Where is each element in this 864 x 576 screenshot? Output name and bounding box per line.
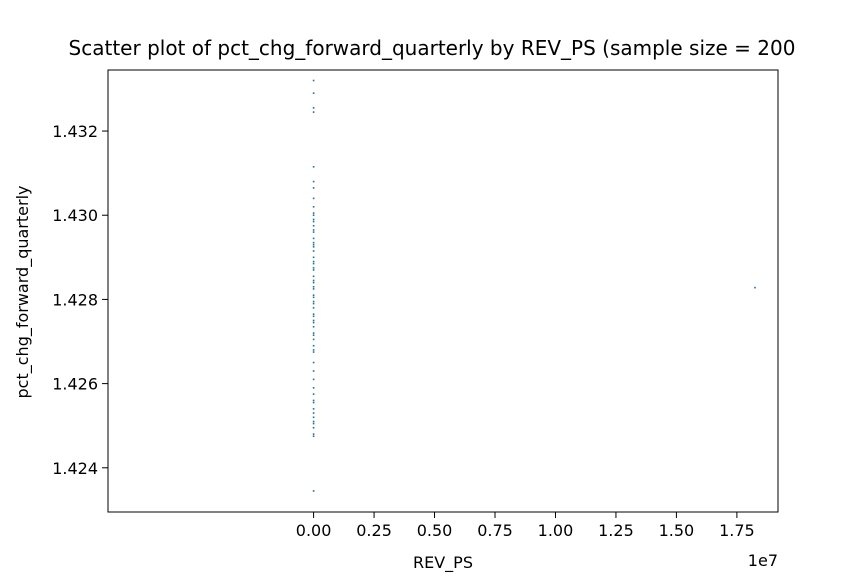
- scatter-point: [312, 180, 315, 183]
- x-axis-ticks: 0.00 0.25 0.50 0.75 1.00 1.25 1.50 1.75: [296, 512, 755, 540]
- scatter-point: [312, 294, 315, 297]
- chart-title: Scatter plot of pct_chg_forward_quarterl…: [69, 36, 796, 60]
- scatter-point: [312, 256, 315, 259]
- scatter-point: [312, 349, 315, 351]
- scatter-point: [312, 370, 315, 372]
- y-tick-label: 1.426: [52, 375, 98, 394]
- scatter-point: [312, 313, 315, 315]
- scatter-point: [312, 285, 315, 288]
- plot-frame: [107, 69, 779, 513]
- y-axis-title: pct_chg_forward_quarterly: [13, 186, 33, 399]
- scatter-point: [312, 269, 315, 271]
- scatter-point: [312, 246, 315, 248]
- scatter-point: [312, 302, 315, 305]
- scatter-point: [754, 286, 756, 289]
- scatter-point: [312, 334, 315, 336]
- scatter-point: [312, 378, 315, 381]
- x-axis-offset-label: 1e7: [748, 551, 778, 570]
- scatter-point: [312, 241, 315, 244]
- scatter-point: [312, 79, 315, 82]
- scatter-point: [312, 187, 315, 189]
- scatter-point: [312, 92, 315, 94]
- scatter-point: [312, 393, 315, 395]
- scatter-point: [312, 401, 315, 404]
- scatter-point: [312, 338, 315, 341]
- x-tick-label: 0.25: [356, 521, 392, 540]
- scatter-point: [312, 420, 315, 423]
- scatter-point: [312, 231, 315, 233]
- x-tick-label: 0.75: [477, 521, 513, 540]
- scatter-point: [312, 412, 315, 414]
- scatter-point: [312, 351, 315, 353]
- scatter-point: [312, 229, 315, 231]
- scatter-point: [312, 237, 315, 240]
- scatter-point: [312, 307, 315, 309]
- scatter-point: [312, 275, 315, 278]
- scatter-point: [312, 325, 315, 328]
- x-axis-title: REV_PS: [413, 553, 473, 573]
- x-tick-label: 0.00: [296, 521, 332, 540]
- x-tick-label: 1.25: [598, 521, 634, 540]
- points-layer: [312, 79, 756, 492]
- scatter-point: [312, 427, 315, 429]
- y-axis-ticks: 1.424 1.426 1.428 1.430 1.432: [52, 122, 108, 478]
- scatter-point: [312, 361, 315, 364]
- scatter-point: [312, 267, 315, 269]
- scatter-point: [312, 260, 315, 263]
- y-tick-label: 1.424: [52, 459, 98, 478]
- scatter-point: [312, 220, 315, 223]
- scatter-point: [312, 315, 315, 318]
- scatter-point: [312, 262, 315, 265]
- scatter-point: [312, 332, 315, 334]
- scatter-point: [312, 111, 315, 113]
- scatter-point: [312, 224, 315, 227]
- x-tick-label: 1.50: [659, 521, 695, 540]
- scatter-point: [312, 433, 315, 435]
- y-tick-label: 1.432: [52, 122, 98, 141]
- scatter-point: [312, 212, 315, 214]
- y-tick-label: 1.428: [52, 290, 98, 309]
- scatter-point: [312, 279, 315, 282]
- scatter-point: [312, 214, 315, 217]
- scatter-point: [312, 435, 315, 438]
- scatter-point: [312, 319, 315, 322]
- scatter-point: [312, 197, 315, 200]
- scatter-point: [312, 288, 315, 290]
- scatter-point: [312, 296, 315, 299]
- scatter-point: [312, 218, 315, 221]
- scatter-point: [312, 206, 315, 208]
- scatter-point: [312, 344, 315, 347]
- x-tick-label: 1.75: [719, 521, 755, 540]
- scatter-point: [312, 166, 315, 168]
- x-tick-label: 0.50: [417, 521, 453, 540]
- scatter-point: [312, 107, 315, 109]
- scatter-point: [312, 399, 315, 402]
- scatter-point: [312, 300, 315, 303]
- scatter-point: [312, 408, 315, 410]
- scatter-point: [312, 387, 315, 389]
- scatter-point: [312, 243, 315, 246]
- scatter-point: [312, 250, 315, 252]
- scatter-point: [312, 281, 315, 284]
- x-tick-label: 1.00: [538, 521, 574, 540]
- y-tick-label: 1.430: [52, 206, 98, 225]
- scatter-point: [312, 490, 315, 492]
- scatter-point: [312, 416, 315, 419]
- scatter-point: [312, 321, 315, 324]
- scatter-point: [312, 422, 315, 425]
